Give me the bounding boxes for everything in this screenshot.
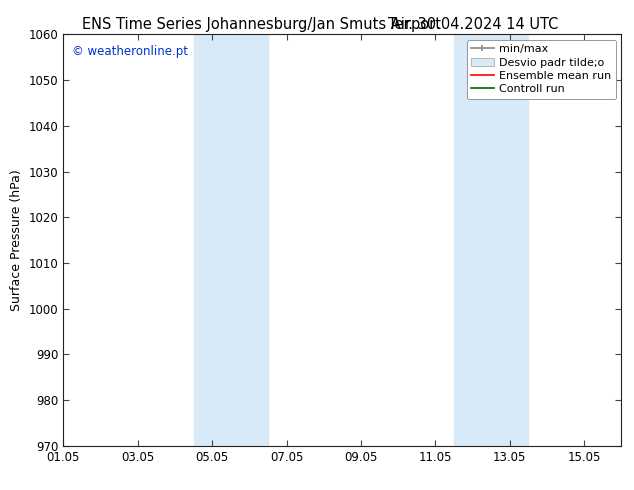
Legend: min/max, Desvio padr tilde;o, Ensemble mean run, Controll run: min/max, Desvio padr tilde;o, Ensemble m… xyxy=(467,40,616,99)
Bar xyxy=(193,34,268,446)
Text: © weatheronline.pt: © weatheronline.pt xyxy=(72,45,188,58)
Text: ENS Time Series Johannesburg/Jan Smuts Airport: ENS Time Series Johannesburg/Jan Smuts A… xyxy=(82,17,441,32)
Y-axis label: Surface Pressure (hPa): Surface Pressure (hPa) xyxy=(10,169,23,311)
Bar xyxy=(454,34,528,446)
Text: Ter. 30.04.2024 14 UTC: Ter. 30.04.2024 14 UTC xyxy=(387,17,558,32)
